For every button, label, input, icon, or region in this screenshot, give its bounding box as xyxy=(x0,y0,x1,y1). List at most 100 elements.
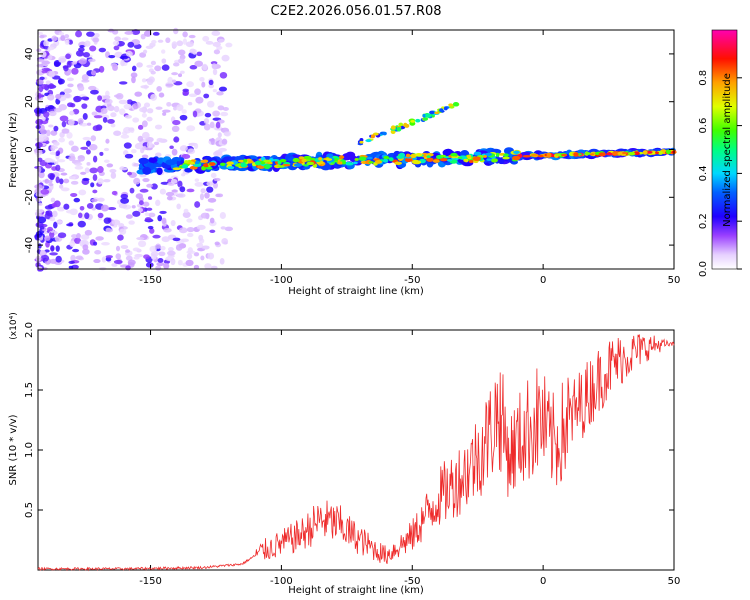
noise-blob xyxy=(217,105,225,111)
track-core xyxy=(426,157,434,162)
noise-blob xyxy=(86,162,91,166)
noise-blob xyxy=(47,94,55,101)
track-core xyxy=(368,161,374,164)
noise-blob xyxy=(156,261,165,267)
noise-blob xyxy=(142,201,150,207)
snr-multiplier: (x10⁴) xyxy=(9,312,19,339)
noise-blob xyxy=(63,178,70,184)
noise-blob xyxy=(176,193,186,198)
noise-blob xyxy=(194,178,200,182)
track-core xyxy=(227,166,235,170)
noise-blob xyxy=(63,203,70,210)
track-core xyxy=(337,161,344,165)
noise-blob xyxy=(80,171,87,175)
noise-blob xyxy=(150,70,156,75)
track-halo xyxy=(184,167,193,173)
noise-blob xyxy=(209,229,216,234)
noise-blob xyxy=(70,145,79,152)
noise-blob xyxy=(78,58,87,65)
track-halo xyxy=(138,157,149,164)
track-core xyxy=(468,160,475,163)
snr-xtick-label: -100 xyxy=(270,576,293,587)
noise-blob xyxy=(214,241,220,246)
noise-blob xyxy=(206,186,214,193)
noise-blob xyxy=(53,141,60,146)
noise-blob xyxy=(189,48,196,54)
noise-blob xyxy=(220,226,226,230)
noise-blob xyxy=(156,86,162,92)
noise-blob xyxy=(125,265,131,271)
noise-blob xyxy=(118,203,128,209)
noise-blob xyxy=(125,50,133,57)
noise-blob xyxy=(60,172,68,176)
noise-blob xyxy=(55,93,62,100)
noise-blob xyxy=(119,55,129,60)
noise-blob xyxy=(35,230,43,238)
noise-blob xyxy=(66,223,74,227)
noise-blob xyxy=(105,138,110,144)
noise-blob xyxy=(194,201,201,208)
track-core xyxy=(325,158,333,161)
noise-blob xyxy=(49,252,58,256)
noise-blob xyxy=(202,35,210,42)
noise-blob xyxy=(88,85,97,91)
noise-blob xyxy=(146,141,153,149)
noise-blob xyxy=(110,112,117,118)
noise-blob xyxy=(100,107,108,115)
noise-blob xyxy=(57,232,67,239)
track-core xyxy=(298,156,305,160)
noise-blob xyxy=(155,243,161,249)
track-core xyxy=(466,154,472,159)
branch-blob xyxy=(365,139,372,143)
noise-blob xyxy=(177,49,186,56)
track-core xyxy=(366,156,373,160)
noise-blob xyxy=(97,166,104,174)
noise-blob xyxy=(181,109,187,114)
branch-blob xyxy=(390,129,396,134)
noise-blob xyxy=(75,50,84,57)
track-core xyxy=(411,159,420,165)
noise-blob xyxy=(149,245,157,253)
noise-blob xyxy=(177,259,183,266)
snr-panel: -150 -100 -50 0 50 0.5 1.0 1.5 2.0 Height of str… xyxy=(8,312,680,596)
branch-blob xyxy=(448,103,454,107)
noise-blob xyxy=(224,226,234,232)
noise-blob xyxy=(47,104,55,110)
noise-blob xyxy=(146,183,153,188)
noise-blob xyxy=(113,130,122,136)
noise-blob xyxy=(153,141,160,146)
noise-blob xyxy=(75,255,84,260)
noise-blob xyxy=(49,216,56,222)
track-core xyxy=(537,154,544,158)
track-core xyxy=(546,152,552,158)
noise-blob xyxy=(217,132,222,138)
track-core xyxy=(358,156,367,161)
noise-blob xyxy=(130,72,138,78)
noise-blob xyxy=(143,102,151,108)
noise-blob xyxy=(61,121,67,128)
noise-blob xyxy=(119,228,127,235)
noise-blob xyxy=(117,234,124,241)
figure-title: C2E2.2026.056.01.57.R08 xyxy=(270,4,441,19)
noise-blob xyxy=(205,40,214,45)
noise-blob xyxy=(172,79,177,83)
track-core xyxy=(277,165,285,168)
noise-blob xyxy=(175,244,183,251)
noise-blob xyxy=(156,137,164,143)
noise-blob xyxy=(189,65,198,70)
noise-blob xyxy=(181,173,186,177)
track-halo xyxy=(142,166,152,175)
noise-blob xyxy=(213,151,220,157)
noise-blob xyxy=(142,177,150,183)
noise-blob xyxy=(176,40,184,47)
noise-blob xyxy=(70,180,79,185)
colorbar-ticks: 0.0 0.2 0.4 0.6 0.8 xyxy=(698,70,742,277)
noise-blob xyxy=(210,172,217,179)
noise-blob xyxy=(71,234,78,239)
noise-blob xyxy=(39,35,45,39)
noise-blob xyxy=(178,58,185,64)
noise-blob xyxy=(53,61,60,68)
noise-blob xyxy=(209,121,215,129)
noise-blob xyxy=(179,114,188,121)
track-halo xyxy=(165,159,177,166)
